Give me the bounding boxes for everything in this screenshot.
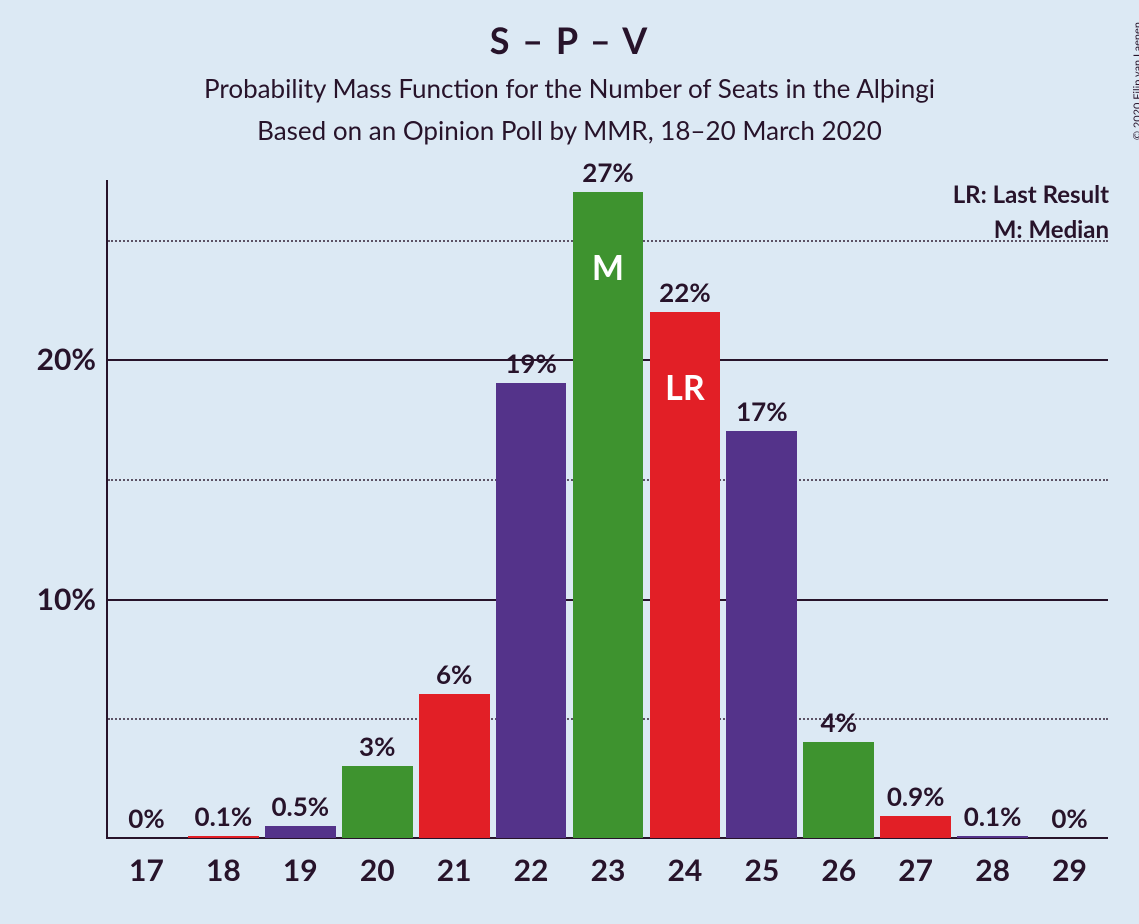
- x-axis-label: 27: [898, 838, 933, 888]
- x-axis-label: 20: [360, 838, 395, 888]
- x-axis-label: 23: [591, 838, 626, 888]
- x-axis-label: 21: [437, 838, 472, 888]
- bar: 0.1%: [188, 836, 259, 838]
- bar-value-label: 17%: [736, 395, 787, 431]
- bar: 4%: [803, 742, 874, 838]
- bar-value-label: 4%: [821, 706, 857, 742]
- chart-subtitle-2: Based on an Opinion Poll by MMR, 18–20 M…: [0, 114, 1139, 146]
- chart-subtitle-1: Probability Mass Function for the Number…: [0, 72, 1139, 104]
- bar: 17%: [726, 431, 797, 838]
- bar-value-label: 0.5%: [271, 790, 329, 826]
- bar-value-label: 0.1%: [964, 800, 1022, 836]
- x-axis-label: 26: [821, 838, 856, 888]
- bar-value-label: 22%: [659, 276, 710, 312]
- bar-value-label: 0.1%: [195, 800, 253, 836]
- x-axis-label: 18: [206, 838, 241, 888]
- bar-value-label: 3%: [359, 730, 395, 766]
- y-axis-line: [106, 180, 108, 838]
- x-axis-label: 17: [129, 838, 164, 888]
- bar: 0.5%: [265, 826, 336, 838]
- bar-annotation: M: [592, 247, 624, 288]
- bar-value-label: 19%: [505, 347, 556, 383]
- bar-annotation: LR: [665, 367, 705, 408]
- copyright-text: © 2020 Filip van Laenen: [1131, 22, 1139, 140]
- x-axis-label: 24: [668, 838, 703, 888]
- bar: 0.9%: [880, 816, 951, 838]
- bar-value-label: 0%: [1051, 802, 1087, 838]
- x-axis-label: 25: [744, 838, 779, 888]
- bar-value-label: 27%: [582, 156, 633, 192]
- x-axis-label: 29: [1052, 838, 1087, 888]
- x-axis-label: 22: [514, 838, 549, 888]
- bar-value-label: 0%: [128, 802, 164, 838]
- bar: 27%: [573, 192, 644, 838]
- x-axis-label: 28: [975, 838, 1010, 888]
- y-axis-label: 10%: [37, 581, 108, 617]
- bar: 3%: [342, 766, 413, 838]
- chart-title: S – P – V: [0, 18, 1139, 62]
- y-axis-label: 20%: [37, 341, 108, 377]
- bar-value-label: 6%: [436, 658, 472, 694]
- bar-value-label: 0.9%: [887, 780, 945, 816]
- x-axis-label: 19: [283, 838, 318, 888]
- chart-plot-area: 10%20%170%180.1%190.5%203%216%2219%2327%…: [108, 180, 1108, 838]
- bar: 0.1%: [957, 836, 1028, 838]
- bar: 6%: [419, 694, 490, 838]
- chart-titles: S – P – V Probability Mass Function for …: [0, 0, 1139, 146]
- bar: 19%: [496, 383, 567, 838]
